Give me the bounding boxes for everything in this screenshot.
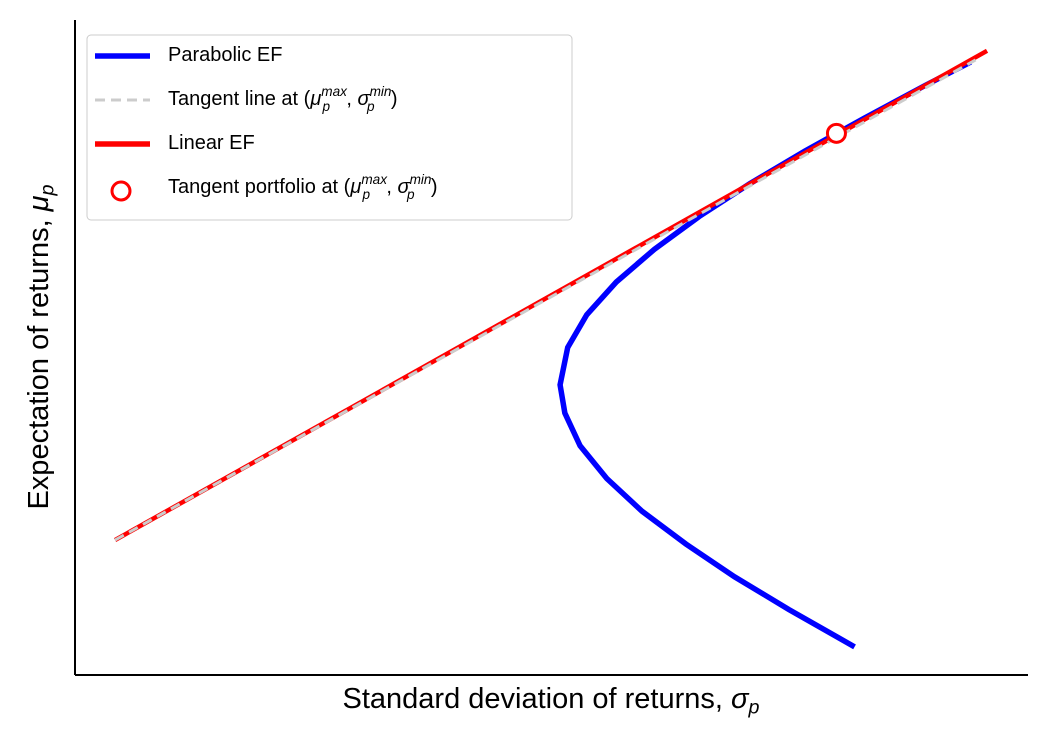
legend-label: Linear EF: [168, 132, 255, 154]
legend-marker: [110, 180, 132, 202]
legend-label: Parabolic EF: [168, 44, 283, 66]
legend-frame: [86, 34, 573, 221]
y-axis-label: Expectation of returns, μp​: [23, 184, 59, 509]
scatter-point: [825, 122, 847, 144]
plot-area: [113, 48, 989, 650]
line-solid: [557, 59, 973, 650]
x-axis-label: Standard deviation of returns, σp​: [343, 683, 760, 719]
